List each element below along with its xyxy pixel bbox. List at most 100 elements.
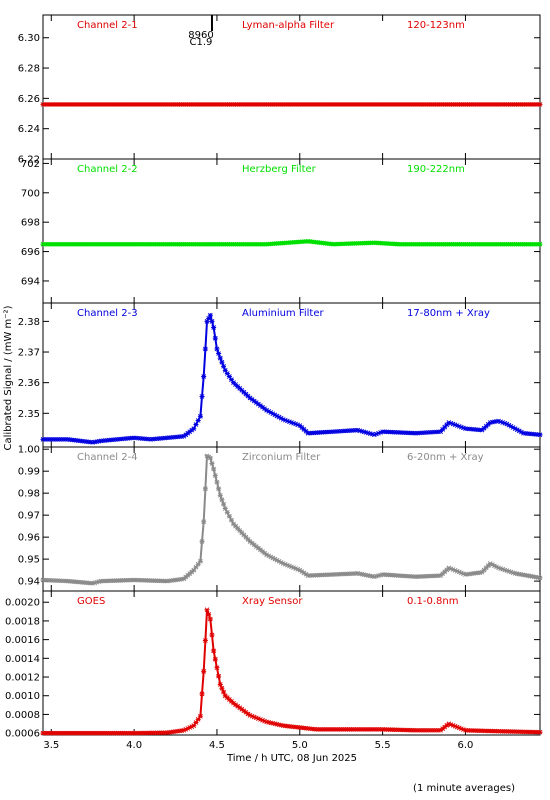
data-point (202, 346, 208, 352)
data-point (224, 371, 230, 376)
x-tick-label: 5.0 (292, 740, 308, 751)
panel-frame (42, 590, 541, 736)
panel-channel-label: Channel 2-4 (77, 452, 138, 463)
data-point (537, 729, 543, 735)
data-point (214, 479, 220, 485)
data-point (197, 414, 203, 419)
panel-channel-label: GOES (77, 596, 105, 607)
y-tick-label: 0.98 (18, 489, 40, 500)
y-tick-label: 2.38 (18, 317, 40, 328)
data-point (221, 689, 227, 695)
panel-channel-label: Channel 2-1 (77, 20, 138, 31)
panel-channel-label: Channel 2-3 (77, 308, 138, 319)
y-tick-label: 2.36 (18, 378, 40, 389)
x-tick-label: 5.5 (375, 740, 391, 751)
y-tick-label: 0.0006 (5, 729, 40, 740)
panel-band-label: 6-20nm + Xray (407, 452, 484, 463)
data-point (222, 506, 228, 511)
panel-frame (42, 158, 541, 304)
event-class-label: C1.9 (190, 37, 213, 48)
data-point (191, 426, 197, 431)
y-tick-label: 2.37 (18, 348, 40, 359)
data-point (201, 374, 207, 379)
data-point (219, 497, 225, 503)
data-point (202, 486, 208, 492)
data-point (211, 325, 217, 330)
data-point (201, 519, 207, 525)
y-tick-label: 0.0008 (5, 710, 40, 721)
y-tick-label: 6.26 (18, 94, 40, 105)
data-point (212, 656, 218, 662)
data-point (207, 455, 213, 461)
panel-band-label: 17-80nm + Xray (407, 308, 490, 319)
data-point (193, 422, 199, 427)
data-point (537, 575, 543, 581)
y-tick-label: 0.0014 (5, 654, 40, 665)
y-tick-label: 0.95 (18, 555, 40, 566)
data-point (211, 466, 217, 472)
data-point (201, 669, 207, 674)
y-tick-label: 700 (21, 188, 40, 199)
panel-1: 6.22 6.24 6.26 6.28 6.30 Channel 2-1 Lyman-alp… (18, 14, 543, 166)
data-point (199, 394, 205, 399)
panel-band-label: 0.1-0.8nm (407, 596, 459, 607)
data-point (199, 539, 205, 544)
data-point (197, 558, 203, 564)
event-id-label: 8960 (188, 30, 213, 41)
x-axis: 3.5 4.0 4.5 5.0 5.5 6.0 (43, 740, 473, 751)
panel-channel-label: Channel 2-2 (77, 164, 138, 175)
data-point (209, 319, 215, 324)
y-tick-label: 6.30 (18, 33, 40, 44)
data-point (219, 359, 225, 365)
y-tick-label: 0.0018 (5, 616, 40, 627)
data-point (207, 616, 213, 622)
y-tick-label: 6.28 (18, 64, 40, 75)
panel-frame (42, 14, 541, 160)
panel-filter-label: Zirconium Filter (242, 452, 321, 463)
x-tick-label: 4.0 (126, 740, 142, 751)
data-point (217, 493, 223, 498)
data-point (193, 564, 199, 570)
panel-5: 0.0006 0.0008 0.0010 0.0012 0.0014 0.0016 0.00… (5, 590, 543, 740)
panel-filter-label: Lyman-alpha Filter (242, 20, 335, 31)
data-point (195, 717, 201, 722)
data-point (219, 685, 225, 691)
data-point (228, 377, 234, 382)
y-tick-label: 0.99 (18, 467, 40, 478)
data-point (193, 720, 199, 725)
chart-panels: 6.22 6.24 6.26 6.28 6.30 Channel 2-1 Lyman-alp… (5, 14, 543, 740)
y-tick-label: 0.0012 (5, 673, 40, 684)
data-point (191, 723, 197, 729)
panel-4: 0.94 0.95 0.96 0.97 0.98 0.99 1.00 Channel 2-4 Z… (18, 445, 543, 592)
data-point (216, 351, 222, 356)
y-tick-label: 696 (21, 247, 40, 258)
data-point (204, 607, 210, 613)
data-point (209, 461, 215, 466)
y-tick-label: 1.00 (18, 445, 40, 456)
y-tick-label: 2.35 (18, 409, 40, 420)
data-point (537, 102, 543, 107)
data-point (221, 501, 227, 507)
data-point (217, 355, 223, 361)
y-tick-label: 698 (21, 218, 40, 229)
data-point (224, 510, 230, 515)
y-tick-label: 0.0020 (5, 598, 40, 609)
data-series (40, 453, 543, 586)
data-point (537, 432, 543, 438)
panel-filter-label: Aluminium Filter (242, 308, 325, 319)
data-point (221, 363, 227, 369)
data-series (40, 102, 543, 107)
data-point (226, 374, 232, 379)
y-axis-title: Calibrated Signal / (mW m⁻²) (3, 305, 14, 450)
data-series (40, 312, 543, 445)
event-marker: 8960 C1.9 (188, 15, 214, 48)
y-tick-label: 6.24 (18, 124, 40, 135)
data-point (191, 567, 197, 573)
data-point (204, 319, 210, 324)
panel-band-label: 120-123nm (407, 20, 465, 31)
data-point (195, 561, 201, 567)
y-tick-label: 0.0016 (5, 635, 40, 646)
footnote-averages: (1 minute averages) (413, 783, 515, 794)
data-point (209, 632, 215, 638)
